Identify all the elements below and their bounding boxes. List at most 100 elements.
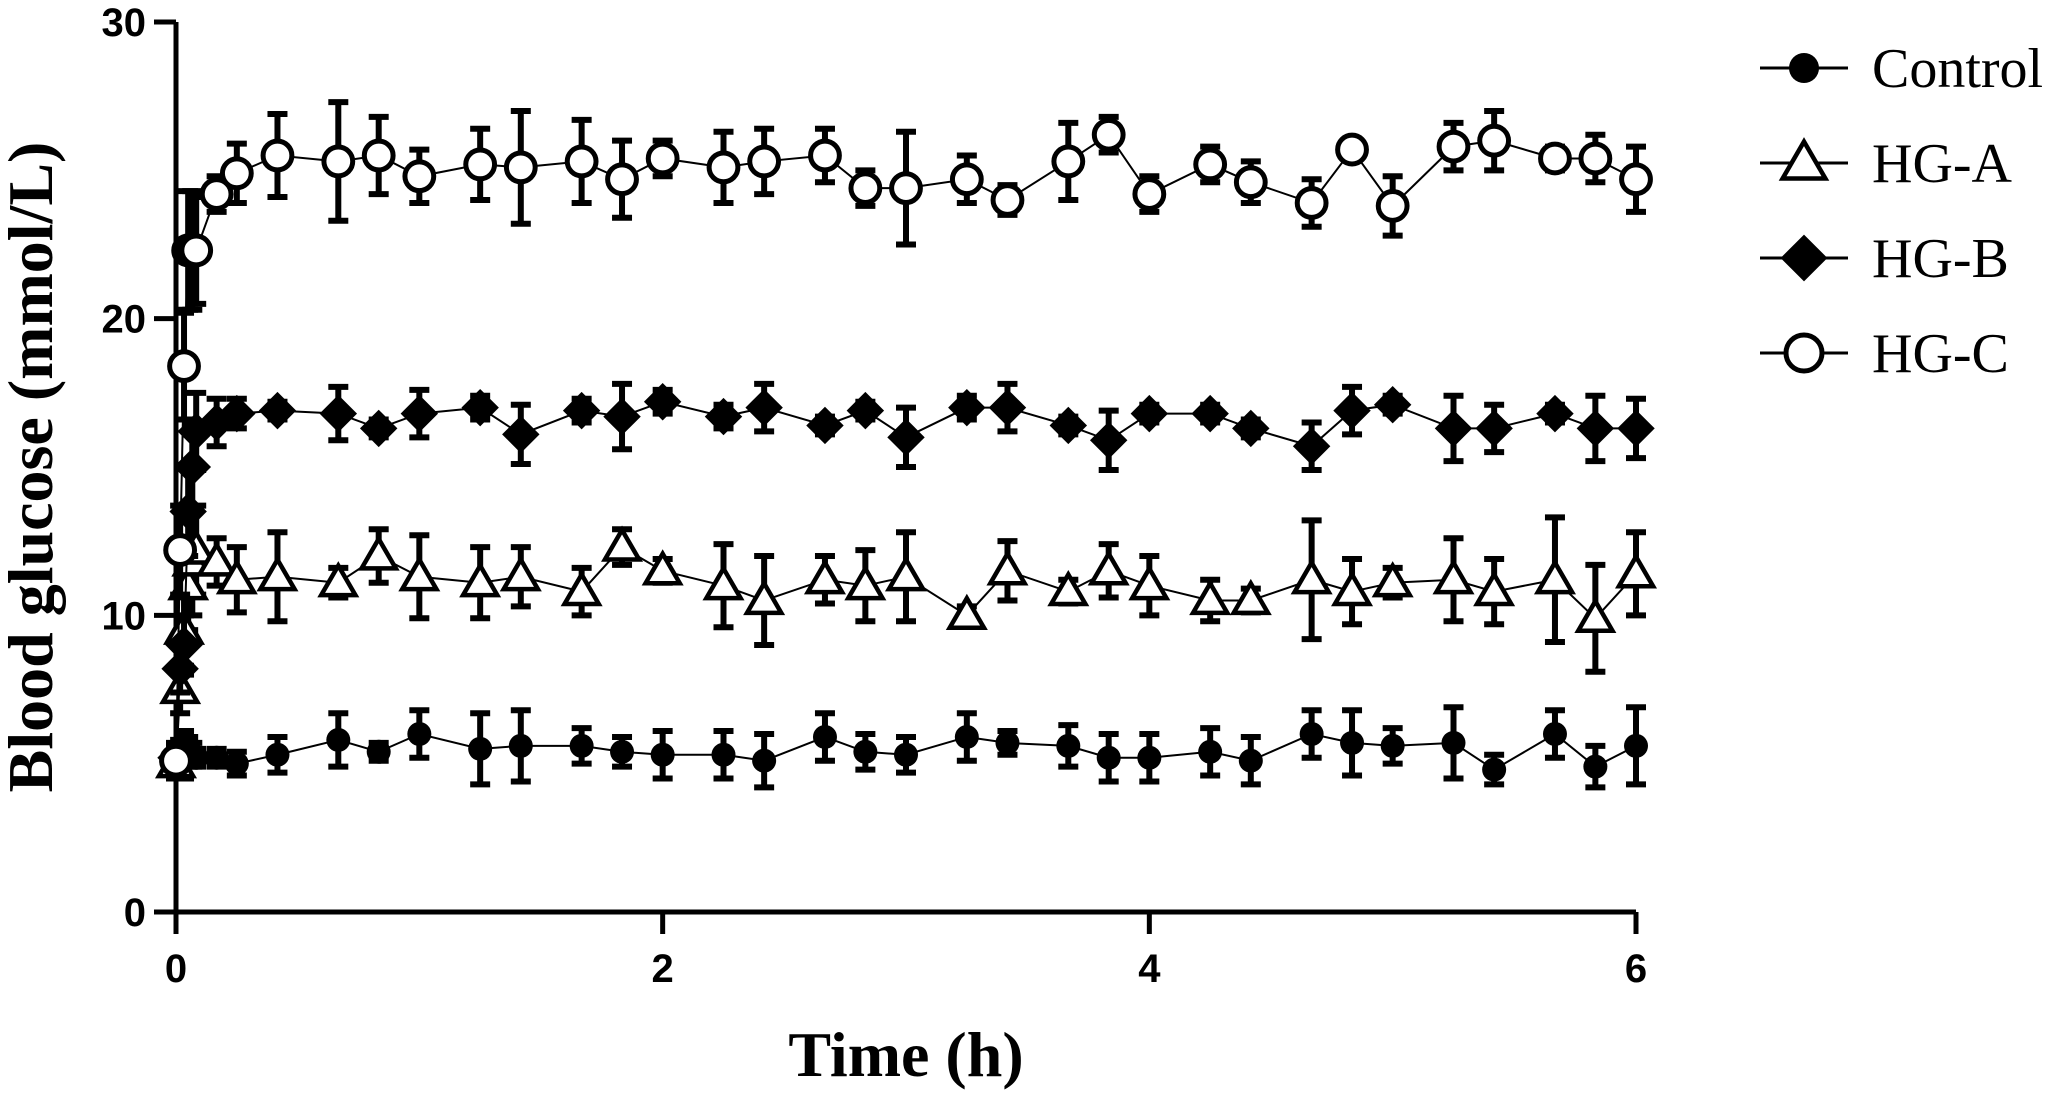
data-point (848, 171, 883, 206)
data-point (366, 739, 391, 764)
data-point (1619, 162, 1653, 197)
data-point (1475, 409, 1513, 448)
data-point (650, 742, 675, 767)
data-point (177, 412, 215, 451)
data-point (569, 733, 594, 758)
data-point (1434, 409, 1473, 448)
data-point (641, 549, 684, 586)
data-point (803, 558, 846, 595)
data-point (1477, 123, 1512, 158)
data-point (745, 388, 783, 427)
data-point (806, 406, 844, 445)
data-point (1371, 561, 1414, 598)
data-point (1137, 745, 1162, 770)
legend-label: HG-A (1872, 133, 2013, 195)
y-tick-label: 10 (102, 594, 147, 638)
data-point (747, 144, 782, 179)
data-point (402, 159, 437, 194)
data-point (459, 561, 502, 598)
y-axis-title: Blood glucose (mmol/L) (0, 142, 66, 793)
data-point (321, 144, 356, 179)
data-point (844, 564, 887, 601)
data-point (954, 724, 979, 749)
data-point (945, 593, 988, 631)
data-point (204, 745, 229, 770)
data-point (1051, 144, 1086, 179)
data-point (468, 736, 493, 761)
data-point (1441, 730, 1466, 755)
data-point (702, 564, 745, 601)
data-point (317, 561, 360, 598)
data-point (1128, 564, 1171, 601)
data-point (884, 555, 928, 592)
data-point (179, 233, 214, 268)
data-point (704, 397, 743, 436)
data-point (258, 391, 297, 430)
data-point (1189, 578, 1232, 616)
data-point (1432, 558, 1475, 595)
data-point (603, 397, 641, 436)
data-point (503, 150, 538, 185)
data-point (1047, 570, 1090, 607)
x-axis-title: Time (h) (788, 1019, 1023, 1090)
y-tick-label: 30 (102, 1, 147, 45)
legend-marker (1789, 53, 1819, 83)
data-point (1614, 552, 1658, 589)
data-point (1130, 394, 1169, 433)
data-point (463, 147, 498, 182)
y-tick-label: 20 (102, 298, 147, 342)
data-point (1232, 409, 1270, 448)
data-point (161, 650, 199, 688)
x-tick-label: 0 (165, 947, 187, 991)
data-point (1198, 739, 1223, 764)
legend-label: Control (1872, 38, 2043, 100)
data-point (1238, 748, 1263, 773)
data-point (461, 388, 499, 427)
data-point (988, 388, 1027, 427)
data-point (1373, 385, 1412, 424)
legend: Control HG-A HG-B HG-C (1760, 38, 2043, 385)
data-point (260, 138, 295, 173)
data-point (1331, 570, 1374, 607)
data-point (1533, 558, 1576, 595)
data-point (706, 150, 741, 185)
data-point (812, 724, 837, 749)
data-point (1292, 427, 1331, 465)
data-point (256, 555, 299, 592)
data-point (1340, 730, 1365, 755)
x-ticks: 0 2 4 6 (165, 912, 1647, 991)
data-point (949, 162, 984, 197)
data-point (889, 171, 923, 206)
data-point (1482, 757, 1507, 782)
data-point (1132, 177, 1167, 211)
data-point (1333, 391, 1371, 430)
data-point (199, 177, 234, 211)
x-tick-label: 6 (1625, 947, 1647, 991)
data-point (1089, 421, 1128, 460)
data-point (1294, 186, 1329, 220)
data-point (499, 555, 542, 592)
series-HG-A (154, 502, 1658, 782)
data-point (948, 388, 986, 427)
data-point (1091, 117, 1126, 152)
data-point (995, 730, 1020, 755)
data-point (711, 742, 736, 767)
series-Control (164, 704, 1648, 791)
data-point (1574, 596, 1617, 633)
series-HG-B (157, 380, 1655, 777)
legend-marker (1783, 332, 1825, 374)
legend-label: HG-B (1872, 228, 2009, 290)
data-point (265, 742, 290, 767)
data-point (1229, 578, 1272, 616)
data-point (1624, 733, 1648, 758)
data-point (645, 141, 680, 176)
x-tick-label: 4 (1138, 947, 1161, 991)
data-point (357, 534, 400, 571)
data-point (319, 394, 358, 433)
data-point (508, 733, 533, 758)
data-point (224, 751, 249, 776)
data-point (407, 722, 432, 746)
data-point (1542, 722, 1567, 746)
data-point (195, 540, 238, 577)
axes: 0 10 20 30 0 2 4 6 (102, 1, 1648, 991)
